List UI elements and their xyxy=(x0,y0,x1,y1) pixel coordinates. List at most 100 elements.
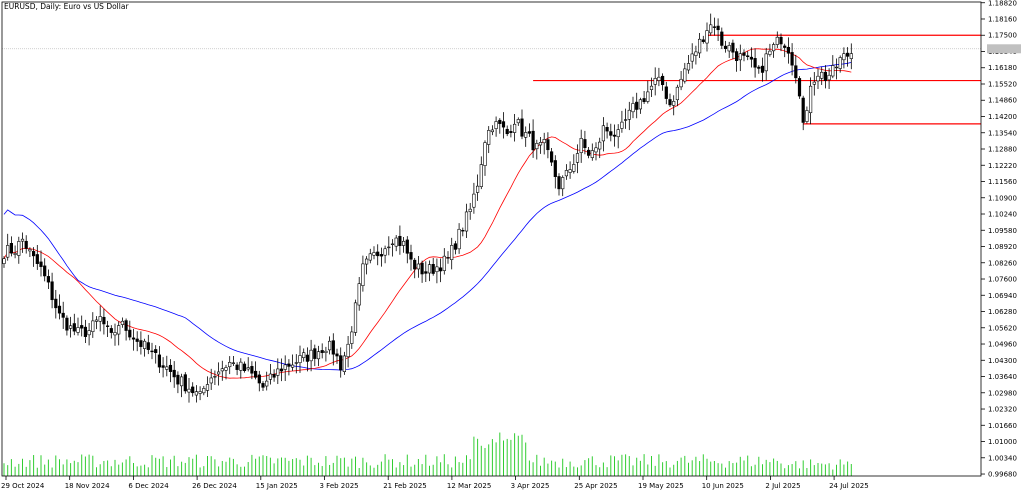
candle-body xyxy=(217,371,221,375)
candle-body xyxy=(13,253,17,255)
candle-body xyxy=(487,130,491,145)
candle-body xyxy=(442,255,446,271)
candle-body xyxy=(150,350,154,353)
candle-body xyxy=(709,24,713,34)
candle-body xyxy=(720,31,724,46)
candle-body xyxy=(265,380,269,387)
moving-averages xyxy=(3,48,852,379)
candle-body xyxy=(305,354,310,362)
candle-body xyxy=(290,364,295,368)
candle-body xyxy=(653,78,657,85)
candle-body xyxy=(579,138,583,153)
candle-body xyxy=(43,265,47,277)
candle-body xyxy=(335,353,339,357)
candle-body xyxy=(165,366,169,370)
candle-body xyxy=(357,283,361,306)
x-tick-label: 24 Jul 2025 xyxy=(829,482,869,490)
candle-body xyxy=(276,368,280,376)
candle-body xyxy=(623,119,628,121)
candle-body xyxy=(831,65,835,77)
y-tick-label: 1.15520 xyxy=(988,80,1017,88)
y-tick-label: 1.02980 xyxy=(988,389,1017,397)
candle-body xyxy=(453,243,458,250)
candle-body xyxy=(616,129,620,138)
candle-body xyxy=(823,71,827,81)
candle-body xyxy=(154,349,158,353)
candle-body xyxy=(342,355,347,372)
y-tick-label: 1.06280 xyxy=(988,308,1017,316)
candle-body xyxy=(764,53,768,72)
candle-body xyxy=(157,354,162,368)
candle-body xyxy=(117,325,121,335)
candle-body xyxy=(2,258,6,264)
y-tick-label: 1.08920 xyxy=(988,243,1017,251)
candle-body xyxy=(716,25,720,31)
x-tick-label: 2 Jul 2025 xyxy=(765,482,800,490)
candle-body xyxy=(738,53,742,61)
candle-body xyxy=(757,66,761,69)
candle-body xyxy=(283,364,287,370)
candle-body xyxy=(294,362,298,364)
candle-body xyxy=(231,362,236,364)
candle-body xyxy=(609,131,613,136)
candle-body xyxy=(457,228,461,250)
candle-body xyxy=(76,327,80,333)
candle-body xyxy=(287,363,291,367)
candle-body xyxy=(131,337,136,340)
y-tick-label: 1.10240 xyxy=(988,211,1017,219)
candle-body xyxy=(368,253,372,261)
candle-body xyxy=(239,361,243,371)
candle-body xyxy=(409,252,413,260)
candle-body xyxy=(54,298,58,309)
candle-body xyxy=(198,391,202,394)
candle-body xyxy=(183,374,187,392)
candle-body xyxy=(505,128,509,135)
x-tick-label: 18 Nov 2024 xyxy=(65,482,110,490)
candle-body xyxy=(694,51,698,56)
candle-body xyxy=(575,153,580,163)
candle-body xyxy=(660,75,665,86)
candle-body xyxy=(557,176,561,190)
y-tick-label: 1.11560 xyxy=(988,178,1017,186)
candle-body xyxy=(516,119,520,124)
x-tick-label: 15 Jan 2025 xyxy=(256,482,298,490)
candle-body xyxy=(113,332,117,336)
candle-body xyxy=(361,263,365,286)
candle-body xyxy=(72,323,76,332)
candle-body xyxy=(672,101,676,106)
volume-histogram xyxy=(3,432,852,476)
candle-body xyxy=(546,139,550,151)
x-tick-label: 3 Apr 2025 xyxy=(511,482,550,490)
candle-body xyxy=(679,78,683,88)
y-tick-label: 1.14860 xyxy=(988,97,1017,105)
candle-body xyxy=(775,36,779,45)
candle-body xyxy=(372,252,376,256)
candle-body xyxy=(257,374,261,384)
candle-body xyxy=(39,261,43,267)
candle-body xyxy=(94,319,99,322)
candle-body xyxy=(387,246,391,249)
candle-body xyxy=(646,91,650,102)
candle-body xyxy=(57,305,62,314)
horizontal-levels[interactable] xyxy=(2,34,981,125)
y-tick-label: 1.05620 xyxy=(988,324,1017,332)
candle-body xyxy=(401,240,406,246)
candle-body xyxy=(849,53,853,59)
y-tick-label: 0.99680 xyxy=(988,471,1017,479)
candle-body xyxy=(268,373,273,380)
candle-body xyxy=(246,367,250,370)
plot-frame xyxy=(1,1,982,477)
candle-body xyxy=(842,53,846,61)
candle-body xyxy=(31,251,36,257)
candle-body xyxy=(697,38,702,54)
candle-body xyxy=(524,132,528,138)
candle-body xyxy=(80,325,84,329)
candle-body xyxy=(501,121,506,128)
candle-body xyxy=(638,99,642,110)
candle-body xyxy=(424,271,428,274)
y-tick-label: 1.13540 xyxy=(988,129,1017,137)
y-tick-label: 1.00340 xyxy=(988,454,1017,462)
